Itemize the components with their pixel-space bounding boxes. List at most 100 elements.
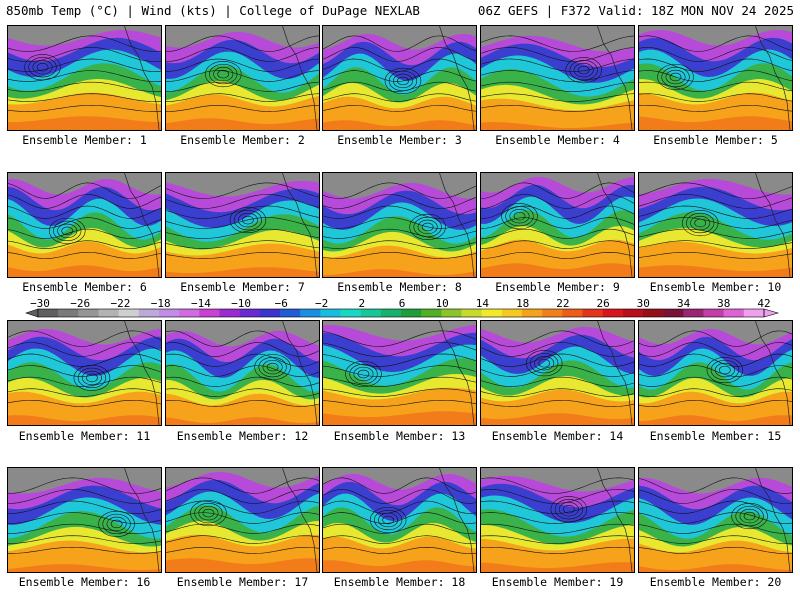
height-contour: [323, 93, 476, 102]
height-contour: [481, 535, 634, 544]
height-contour: [639, 500, 792, 514]
height-contour: [323, 523, 476, 534]
coastline: [439, 321, 475, 425]
height-contour: [639, 240, 792, 249]
low-pressure-contour: [384, 67, 422, 94]
temperature-band: [639, 540, 792, 572]
height-contour: [166, 205, 319, 219]
ensemble-panel: [480, 467, 635, 573]
height-contour: [639, 376, 792, 387]
ensemble-panel: [638, 25, 793, 131]
low-pressure-contour: [357, 369, 370, 379]
height-contour: [166, 399, 319, 407]
temperature-field-map: [166, 468, 319, 572]
height-contour: [323, 47, 476, 62]
colorbar-swatch: [703, 309, 724, 317]
height-contour: [166, 93, 319, 102]
temperature-field-map: [639, 26, 792, 130]
colorbar-swatch: [421, 309, 442, 317]
height-contour: [639, 35, 792, 52]
temperature-field-map: [639, 321, 792, 425]
height-contour: [166, 342, 319, 357]
ensemble-member-label: Ensemble Member: 20: [649, 575, 782, 589]
height-contour: [8, 47, 161, 62]
height-contour: [639, 546, 792, 554]
ensemble-panel: [165, 25, 320, 131]
ensemble-panel: [480, 320, 635, 426]
height-contour: [323, 330, 476, 347]
temperature-band: [323, 245, 476, 277]
height-contour: [323, 240, 476, 249]
height-contour: [8, 512, 161, 524]
height-contour: [8, 35, 161, 52]
low-pressure-contour: [233, 209, 263, 231]
low-pressure-contour: [198, 505, 219, 521]
temperature-band: [481, 98, 634, 130]
temperature-band: [481, 389, 634, 425]
colorbar-swatch: [522, 309, 543, 317]
temperature-band: [639, 564, 792, 572]
colorbar-swatch: [179, 309, 200, 317]
ensemble-panel: [7, 467, 162, 573]
low-pressure-contour: [254, 354, 291, 381]
ensemble-panel: [165, 172, 320, 278]
temperature-band: [8, 564, 161, 572]
height-contour: [8, 330, 161, 347]
low-pressure-contour: [525, 350, 563, 377]
forecast-valid-time: 06Z GEFS | F372 Valid: 18Z MON NOV 24 20…: [477, 3, 794, 18]
low-pressure-contour: [509, 209, 530, 224]
temperature-band: [166, 267, 319, 277]
low-pressure-contour: [382, 515, 394, 525]
low-pressure-contour: [657, 63, 694, 91]
temperature-field-map: [8, 173, 161, 277]
height-contour: [639, 217, 792, 229]
height-contour: [166, 535, 319, 544]
ensemble-member-label: Ensemble Member: 13: [333, 429, 466, 443]
low-pressure-contour: [61, 226, 74, 236]
low-pressure-contour: [739, 508, 760, 524]
height-contour: [481, 342, 634, 357]
height-contour: [166, 376, 319, 387]
ensemble-panel: [165, 467, 320, 573]
height-contour: [481, 523, 634, 534]
low-pressure-contour: [53, 220, 82, 241]
low-pressure-contour: [731, 503, 768, 530]
low-pressure-contour: [714, 362, 735, 378]
height-contour: [166, 546, 319, 554]
ensemble-member-label: Ensemble Member: 12: [176, 429, 309, 443]
map-title: 850mb Temp (°C) | Wind (kts) | College o…: [6, 3, 420, 18]
ensemble-member-label: Ensemble Member: 15: [649, 429, 782, 443]
low-pressure-contour: [190, 500, 227, 527]
colorbar-swatch: [239, 309, 261, 317]
height-contour: [481, 58, 634, 72]
colorbar-swatch: [380, 309, 402, 317]
colorbar-swatch: [622, 309, 644, 317]
colorbar-swatch: [663, 309, 684, 317]
temperature-band: [639, 265, 792, 277]
colorbar-tick-label: 26: [596, 297, 609, 310]
height-contour: [8, 365, 161, 377]
ensemble-member-label: Ensemble Member: 6: [22, 280, 147, 294]
colorbar-tick-label: −26: [70, 297, 90, 310]
height-contour: [323, 399, 476, 407]
height-contour: [639, 205, 792, 219]
ensemble-panel: [322, 172, 477, 278]
coastline: [282, 468, 318, 572]
ensemble-member-label: Ensemble Member: 9: [495, 280, 620, 294]
low-pressure-contour: [681, 209, 719, 237]
height-contour: [323, 104, 476, 112]
colorbar-swatch: [481, 309, 503, 317]
low-pressure-contour: [36, 62, 49, 72]
height-contour: [481, 228, 634, 239]
height-contour: [639, 104, 792, 112]
height-contour: [481, 388, 634, 397]
low-pressure-contour: [110, 519, 123, 529]
low-pressure-contour: [345, 360, 382, 388]
ensemble-panel: [480, 25, 635, 131]
colorbar-arrow-left: [25, 308, 39, 318]
height-contour: [8, 489, 161, 504]
height-contour: [639, 388, 792, 397]
height-contour: [639, 489, 792, 504]
height-contour: [481, 47, 634, 62]
height-contour: [8, 93, 161, 102]
